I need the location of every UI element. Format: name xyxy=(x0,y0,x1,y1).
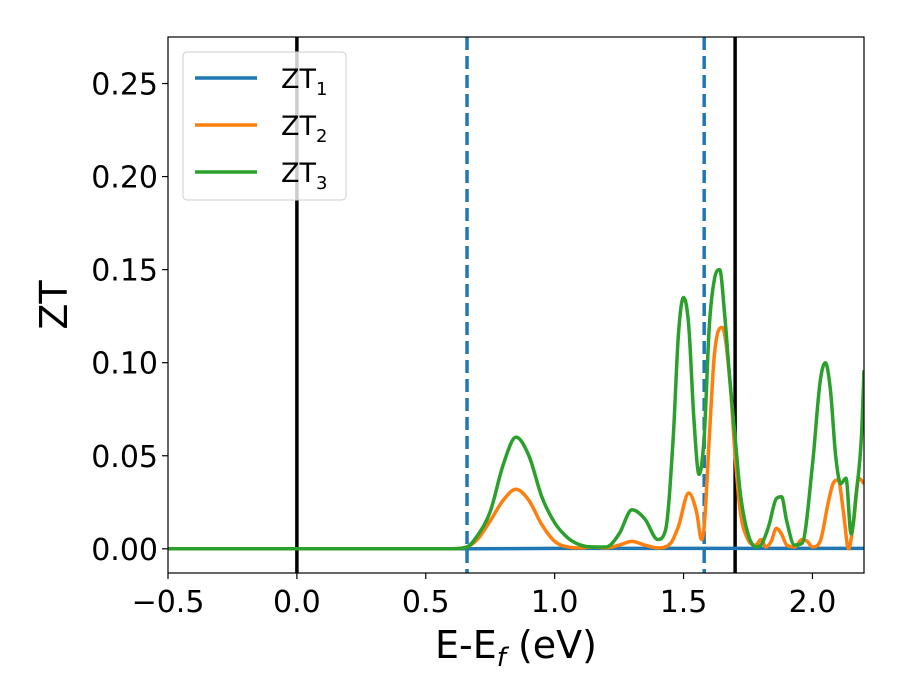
y-tick-label: 0.05 xyxy=(91,440,158,475)
legend-label-zt1: ZT1 xyxy=(281,64,327,100)
y-tick-label: 0.25 xyxy=(91,68,158,103)
x-tick-label: −0.5 xyxy=(132,585,205,620)
series-line-zt3 xyxy=(168,267,864,551)
series-line-zt2 xyxy=(168,325,864,551)
y-axis: 0.00 0.05 0.10 0.15 0.20 0.25 xyxy=(91,68,168,568)
y-tick-label: 0.00 xyxy=(91,533,158,568)
x-tick-label: 0.0 xyxy=(273,585,321,620)
y-axis-title: ZT xyxy=(32,280,76,330)
legend: ZT1 ZT2 ZT3 xyxy=(182,51,347,201)
x-axis-title: E-Ef (eV) xyxy=(435,623,597,673)
x-axis: −0.5 0.0 0.5 1.0 1.5 2.0 xyxy=(132,573,837,620)
x-tick-label: 1.0 xyxy=(531,585,579,620)
x-tick-label: 1.5 xyxy=(660,585,708,620)
y-tick-label: 0.20 xyxy=(91,161,158,196)
series-lines xyxy=(168,267,864,551)
x-tick-label: 2.0 xyxy=(789,585,837,620)
plot-frame xyxy=(167,36,865,574)
y-tick-label: 0.10 xyxy=(91,347,158,382)
legend-label-zt2: ZT2 xyxy=(281,111,327,147)
x-tick-label: 0.5 xyxy=(402,585,450,620)
y-tick-label: 0.15 xyxy=(91,254,158,289)
legend-box xyxy=(182,51,347,201)
legend-label-zt3: ZT3 xyxy=(281,158,327,194)
